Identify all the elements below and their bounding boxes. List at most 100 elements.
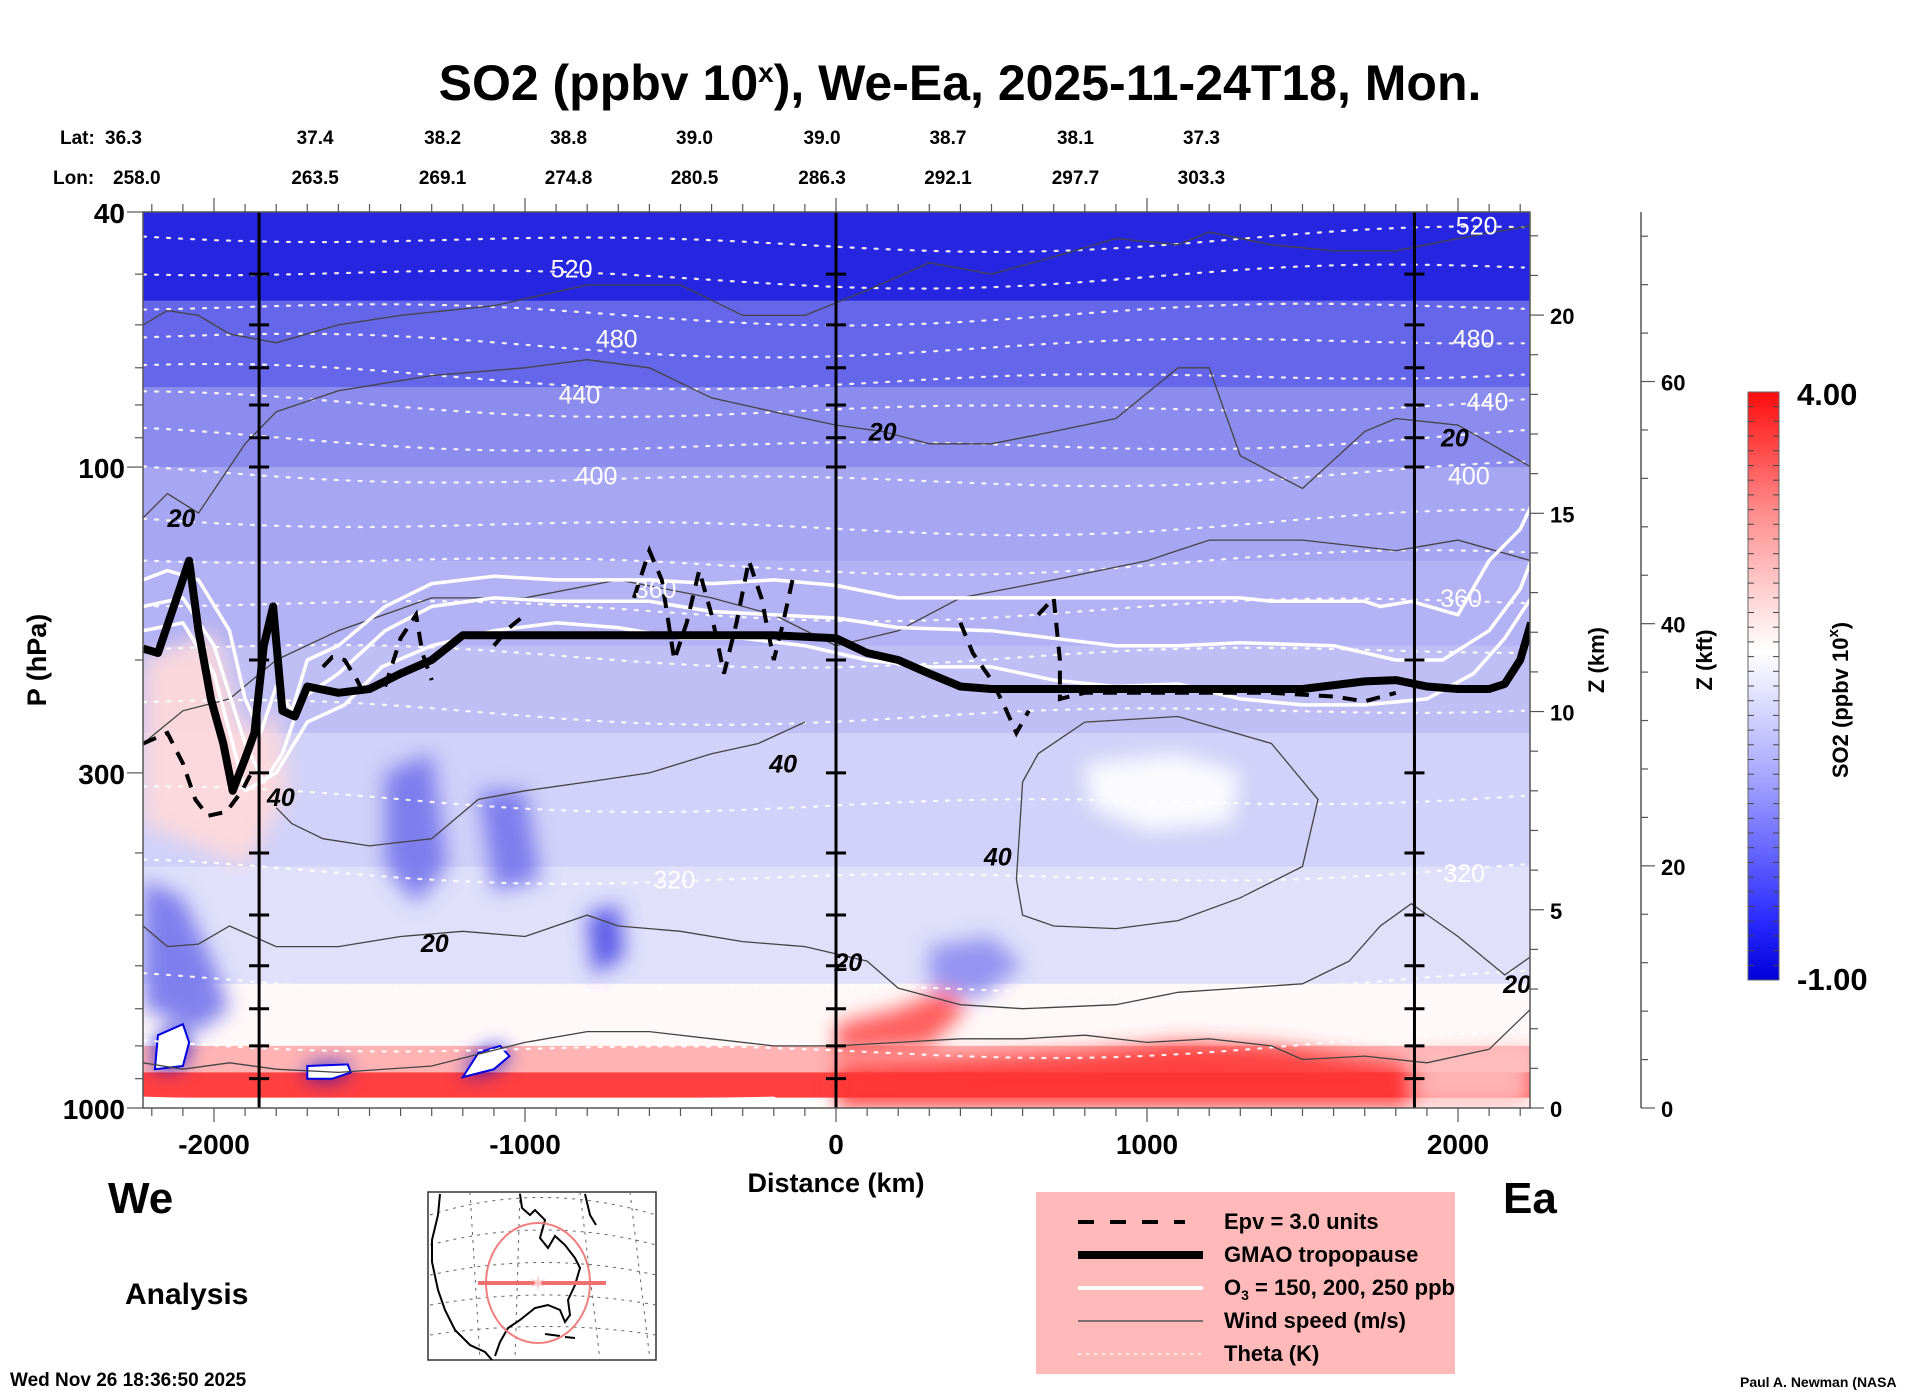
x-tick-label: 0 [828,1129,844,1160]
theta-label: 520 [1456,213,1498,241]
wind-label: 20 [1440,425,1469,453]
lat-value: 36.3 [105,128,142,149]
analysis-label: Analysis [125,1278,248,1311]
inset-graticule [429,1191,657,1361]
chart-title: SO2 (ppbv 10x), We-Ea, 2025-11-24T18, Mo… [439,55,1482,111]
ozone-contour [143,596,1530,793]
epv-contour [143,730,254,819]
theta-contour [143,426,1525,452]
wind-label: 20 [1502,971,1531,999]
so2-patches [143,630,1530,1108]
legend-box [1036,1192,1455,1374]
theta-contour [143,969,1525,995]
so2-patch-west-blue-blob [143,879,230,1032]
x-tick-label: 1000 [1116,1129,1178,1160]
epv-contour [321,655,366,694]
x-tick-label: -2000 [178,1129,250,1160]
wind-contour [143,359,1530,519]
theta-contour [143,549,1525,576]
so2-patch-west-upper-trop-pink [143,630,289,867]
theta-contour [143,263,1525,290]
theta-label: 520 [551,255,593,283]
theta-label: 400 [576,462,618,490]
x-axis-title: Distance (km) [747,1168,924,1198]
theta-label: 360 [635,576,677,604]
inset-map-frame [427,1191,657,1361]
theta-label: 440 [559,381,601,409]
lat-lon-header: Lat: Lon: 36.3 258.0 37.4 263.5 38.2 269.1 38.… [53,128,1225,189]
lat-value: 38.1 [1057,128,1094,149]
km-axis: 0 5 10 15 20 [1530,235,1574,1122]
theta-label: 320 [653,866,695,894]
wind-label: 20 [166,505,195,533]
x-tick-label: 2000 [1427,1129,1489,1160]
wind-label: 20 [834,949,863,977]
theta-contour [143,698,1525,726]
coastline [431,1193,597,1361]
missing-data-region [153,1022,191,1071]
caribbean-islands [544,1333,576,1339]
theta-contour [143,1031,1525,1060]
lon-value: 292.1 [924,168,972,189]
theta-contour [143,597,1525,623]
legend-label-wind: Wind speed (m/s) [1224,1308,1406,1333]
theta-contour [143,508,1525,537]
ozone-contour [143,505,1530,735]
y-axis-title: P (hPa) [22,614,52,707]
wind-contour [275,721,806,847]
kft-tick-label: 0 [1661,1097,1673,1122]
km-tick-label: 15 [1550,502,1574,527]
legend-label-tropopause: GMAO tropopause [1224,1242,1418,1267]
km-axis-title: Z (km) [1584,627,1609,693]
missing-data-region [460,1044,511,1079]
lat-value: 39.0 [676,128,713,149]
so2-patch-east-red-surface-1 [836,988,967,1053]
lon-value: 269.1 [419,168,467,189]
theta-contour [143,643,1525,669]
lon-value: 263.5 [291,168,339,189]
so2-patch-mid-blue-blob-3 [587,903,625,975]
lat-value: 38.8 [550,128,587,149]
wind-labels: 20 20 20 40 40 40 20 20 20 [166,418,1531,999]
kft-tick-label: 20 [1661,855,1685,880]
wind-contour [143,1008,1530,1074]
theta-label: 360 [1440,585,1482,613]
so2-patch-east-white-core [1084,753,1241,832]
x-axis: -2000 -1000 0 1000 2000 [151,198,1521,1160]
km-tick-label: 0 [1550,1097,1562,1122]
y-axis: 40 100 300 1000 [63,198,143,1125]
lat-value: 39.0 [804,128,841,149]
lat-row-label: Lat: [60,128,95,149]
inset-map: ✶ [427,1191,657,1361]
wind-label: 20 [868,418,897,446]
theta-contour [143,225,1525,254]
vertical-markers [249,212,1425,1108]
lon-value: 286.3 [798,168,846,189]
lon-value: 297.7 [1052,168,1100,189]
west-label: We [108,1174,173,1223]
theta-contour [143,332,1525,359]
theta-label: 440 [1467,388,1509,416]
lat-value: 38.2 [424,128,461,149]
legend: Epv = 3.0 units GMAO tropopause O3 = 150… [1036,1192,1455,1374]
lon-row-label: Lon: [53,168,94,189]
tropopause [143,556,1530,795]
wind-label: 20 [420,930,449,958]
epv-contour [492,613,527,648]
credit: Paul A. Newman (NASA [1740,1374,1897,1390]
kft-tick-label: 40 [1661,613,1685,638]
theta-contour [143,302,1525,327]
theta-label: 480 [1453,325,1495,353]
theta-contour [143,858,1525,885]
x-tick-label: -1000 [489,1129,561,1160]
so2-patch-mid-blue-column-1 [385,753,448,904]
kft-axis-title: Z (kft) [1692,629,1717,690]
km-tick-label: 5 [1550,899,1562,924]
y-tick-label: 40 [94,198,125,229]
ozone-contours [143,505,1530,793]
legend-label-theta: Theta (K) [1224,1341,1319,1366]
so2-patch-east-surface-pink [1414,1045,1530,1108]
lat-value: 38.7 [929,128,966,149]
theta-contour [143,390,1525,419]
